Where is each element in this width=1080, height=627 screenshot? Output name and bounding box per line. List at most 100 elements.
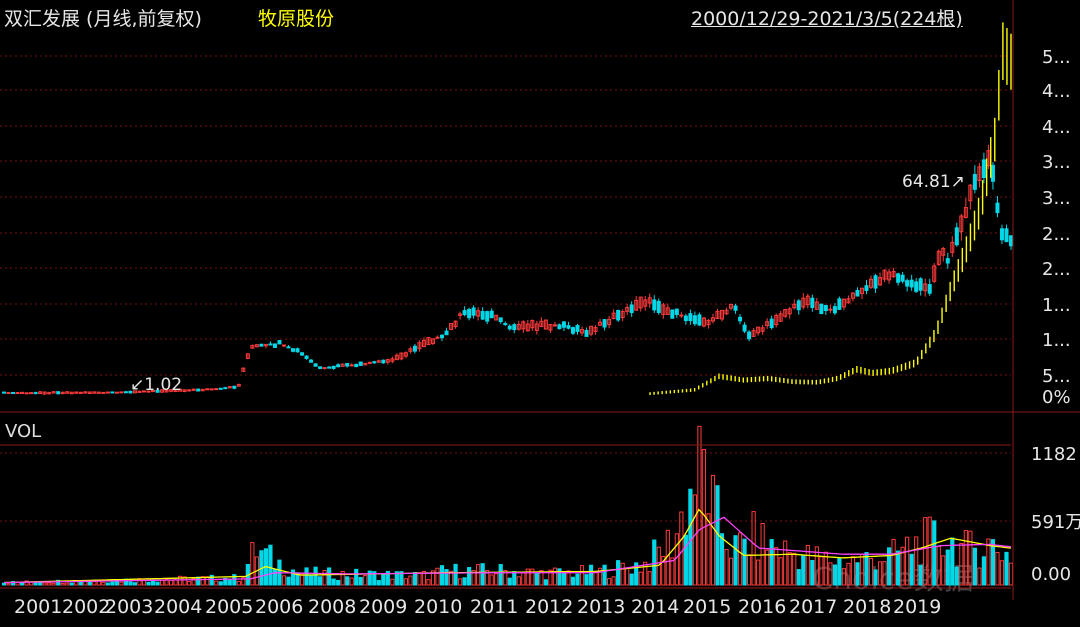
volume-bar <box>417 572 422 586</box>
volume-bar <box>349 577 354 586</box>
volume-bar <box>512 571 517 586</box>
volume-bar <box>841 568 847 586</box>
volume-bar <box>959 543 964 586</box>
candle-body <box>688 313 693 322</box>
volume-bar <box>647 571 652 586</box>
volume-bar <box>634 562 639 586</box>
candle-body <box>986 150 991 167</box>
volume-bar <box>548 569 553 586</box>
volume-bar <box>471 570 476 586</box>
candle-body <box>96 391 101 394</box>
candle-body <box>128 390 133 394</box>
chart-title: 双汇发展 (月线,前复权) <box>4 8 202 30</box>
candle-body <box>223 387 228 390</box>
candle-body <box>164 389 169 393</box>
volume-bar <box>327 567 332 586</box>
x-tick-label: 2010 <box>414 596 462 618</box>
volume-bar <box>674 533 679 586</box>
volume-bar <box>810 560 815 586</box>
volume-bar <box>476 564 481 586</box>
candle-body <box>503 323 508 326</box>
min-price-annotation: ↙1.02 <box>130 375 182 395</box>
x-tick-label: 2015 <box>683 596 731 618</box>
date-range-label[interactable]: 2000/12/29-2021/3/5(224根) <box>691 8 963 30</box>
candle-body <box>65 391 70 394</box>
candle-body <box>823 304 828 311</box>
candle-body <box>272 343 277 349</box>
candle-body <box>376 360 381 363</box>
volume-bar <box>683 534 688 586</box>
candle-body <box>661 304 666 315</box>
candle-body <box>245 353 250 359</box>
volume-bar <box>19 582 25 586</box>
volume-bar <box>516 576 521 586</box>
candle-body <box>850 292 855 299</box>
volume-bar <box>372 571 377 586</box>
volume-bar <box>345 576 350 586</box>
candle-body <box>801 297 806 308</box>
candle-body <box>742 324 747 332</box>
volume-bar <box>403 578 408 586</box>
candle-body <box>78 391 83 394</box>
candle-body <box>634 299 639 311</box>
volume-bar <box>611 576 616 586</box>
candle-body <box>449 323 454 331</box>
volume-bar <box>923 517 928 586</box>
volume-bar <box>597 567 603 586</box>
candle-body <box>679 314 684 317</box>
volume-bar <box>354 568 359 586</box>
candle-body <box>250 344 255 349</box>
candle-body <box>950 241 955 253</box>
volume-bar <box>150 580 156 586</box>
candle-body <box>300 352 305 356</box>
volume-bar <box>629 573 634 586</box>
volume-bar <box>10 581 16 586</box>
candle-body <box>507 325 512 330</box>
volume-bar <box>385 570 390 586</box>
volume-bar <box>60 582 65 586</box>
candle-body <box>119 391 124 394</box>
x-tick-label: 2004 <box>154 596 202 618</box>
x-tick-label: 2003 <box>105 596 153 618</box>
candle-body <box>873 275 878 289</box>
volume-bar <box>846 562 851 586</box>
volume-bar <box>688 488 693 586</box>
candle-body <box>340 363 345 367</box>
candle-body <box>954 227 959 246</box>
candle-body <box>995 202 1000 214</box>
candle-body <box>589 325 594 335</box>
volume-bar <box>435 567 440 586</box>
candle-body <box>521 321 526 330</box>
candle-body <box>783 309 788 317</box>
volume-bar <box>272 568 278 586</box>
volume-bar <box>187 580 192 586</box>
candle-body <box>430 338 435 344</box>
volume-bar <box>439 565 445 586</box>
compare-stock-label[interactable]: 牧原股份 <box>258 8 335 30</box>
volume-bar <box>801 555 806 586</box>
price-tick-label: 2... <box>1042 259 1071 280</box>
volume-bar <box>317 576 323 586</box>
volume-bar <box>918 564 923 586</box>
volume-bar <box>101 581 106 586</box>
volume-bar <box>209 574 214 586</box>
candle-body <box>756 326 761 334</box>
volume-bar <box>796 569 801 586</box>
volume-bar <box>159 579 165 586</box>
candle-body <box>841 298 846 308</box>
volume-bar <box>200 576 205 586</box>
candle-body <box>625 307 630 312</box>
volume-bar <box>620 562 625 586</box>
candle-body <box>29 392 34 395</box>
candle-body <box>327 366 332 369</box>
candle-body <box>548 323 553 331</box>
candle-body <box>706 320 711 326</box>
candle-body <box>462 310 467 316</box>
candle-body <box>665 307 670 315</box>
volume-bar <box>697 425 702 586</box>
x-tick-label: 2014 <box>631 596 679 618</box>
candle-body <box>196 388 201 392</box>
x-tick-label: 2016 <box>738 596 786 618</box>
price-tick-label: 5... <box>1042 47 1071 68</box>
